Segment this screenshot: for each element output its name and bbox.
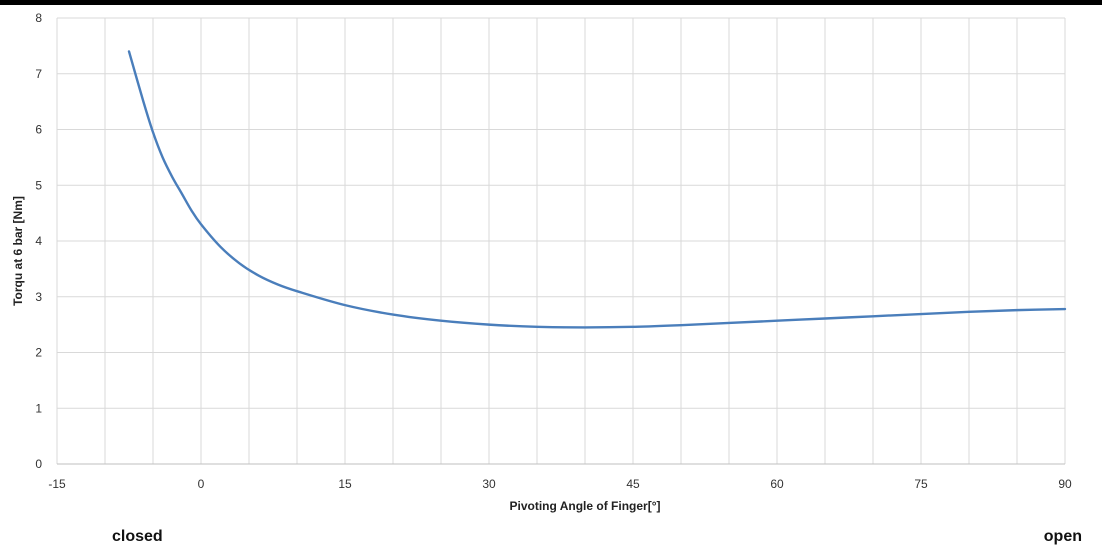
torque-series-line <box>127 50 1067 329</box>
y-tick-label: 8 <box>35 11 42 25</box>
y-tick-label: 1 <box>35 401 42 415</box>
y-tick-label: 6 <box>35 123 42 137</box>
y-tick-label: 0 <box>35 457 42 471</box>
y-tick-label: 7 <box>35 67 42 81</box>
y-axis-title: Torqu at 6 bar [Nm] <box>11 196 25 306</box>
x-tick-label: 0 <box>198 477 205 491</box>
top-border <box>0 0 1102 5</box>
x-tick-label: 45 <box>626 477 640 491</box>
y-tick-label: 2 <box>35 346 42 360</box>
x-axis-title: Pivoting Angle of Finger[°] <box>509 499 660 513</box>
closed-annotation: closed <box>112 528 163 545</box>
x-tick-label: -15 <box>48 477 66 491</box>
open-annotation: open <box>1043 528 1082 545</box>
x-tick-label: 75 <box>914 477 928 491</box>
x-tick-label: 60 <box>770 477 784 491</box>
x-tick-label: 90 <box>1058 477 1072 491</box>
x-tick-label: 30 <box>482 477 496 491</box>
y-tick-label: 3 <box>35 290 42 304</box>
y-tick-label: 4 <box>35 234 42 248</box>
y-tick-label: 5 <box>35 178 42 192</box>
x-tick-label: 15 <box>338 477 352 491</box>
